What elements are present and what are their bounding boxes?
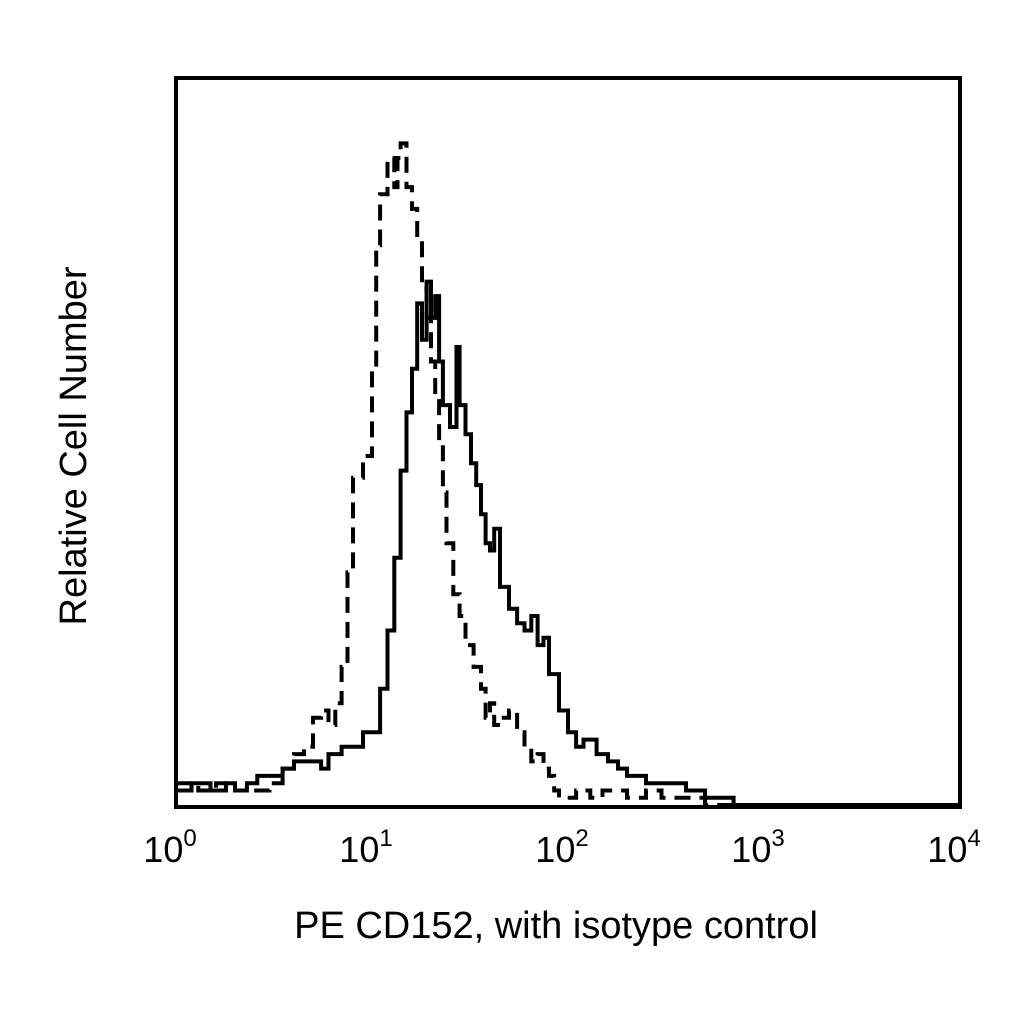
x-tick-label: 101	[339, 825, 392, 870]
x-axis-title: PE CD152, with isotype control	[294, 905, 818, 947]
x-tick-label: 103	[731, 825, 784, 870]
x-tick-labels: 100 101 102 103 104	[143, 825, 980, 870]
tick-exponent: 0	[183, 825, 196, 852]
tick-base: 10	[535, 829, 575, 870]
tick-base: 10	[339, 829, 379, 870]
pe-cd152-histogram	[176, 279, 960, 807]
tick-base: 10	[927, 829, 967, 870]
isotype-control-histogram	[176, 141, 960, 807]
tick-exponent: 1	[379, 825, 392, 852]
x-tick-label: 100	[143, 825, 196, 870]
plot-frame	[174, 76, 962, 809]
x-tick-label: 102	[535, 825, 588, 870]
tick-exponent: 3	[771, 825, 784, 852]
tick-exponent: 4	[967, 825, 980, 852]
tick-base: 10	[731, 829, 771, 870]
series-layer	[176, 141, 960, 807]
x-tick-label: 104	[927, 825, 980, 870]
tick-exponent: 2	[575, 825, 588, 852]
y-axis-title: Relative Cell Number	[53, 266, 95, 625]
tick-base: 10	[143, 829, 183, 870]
